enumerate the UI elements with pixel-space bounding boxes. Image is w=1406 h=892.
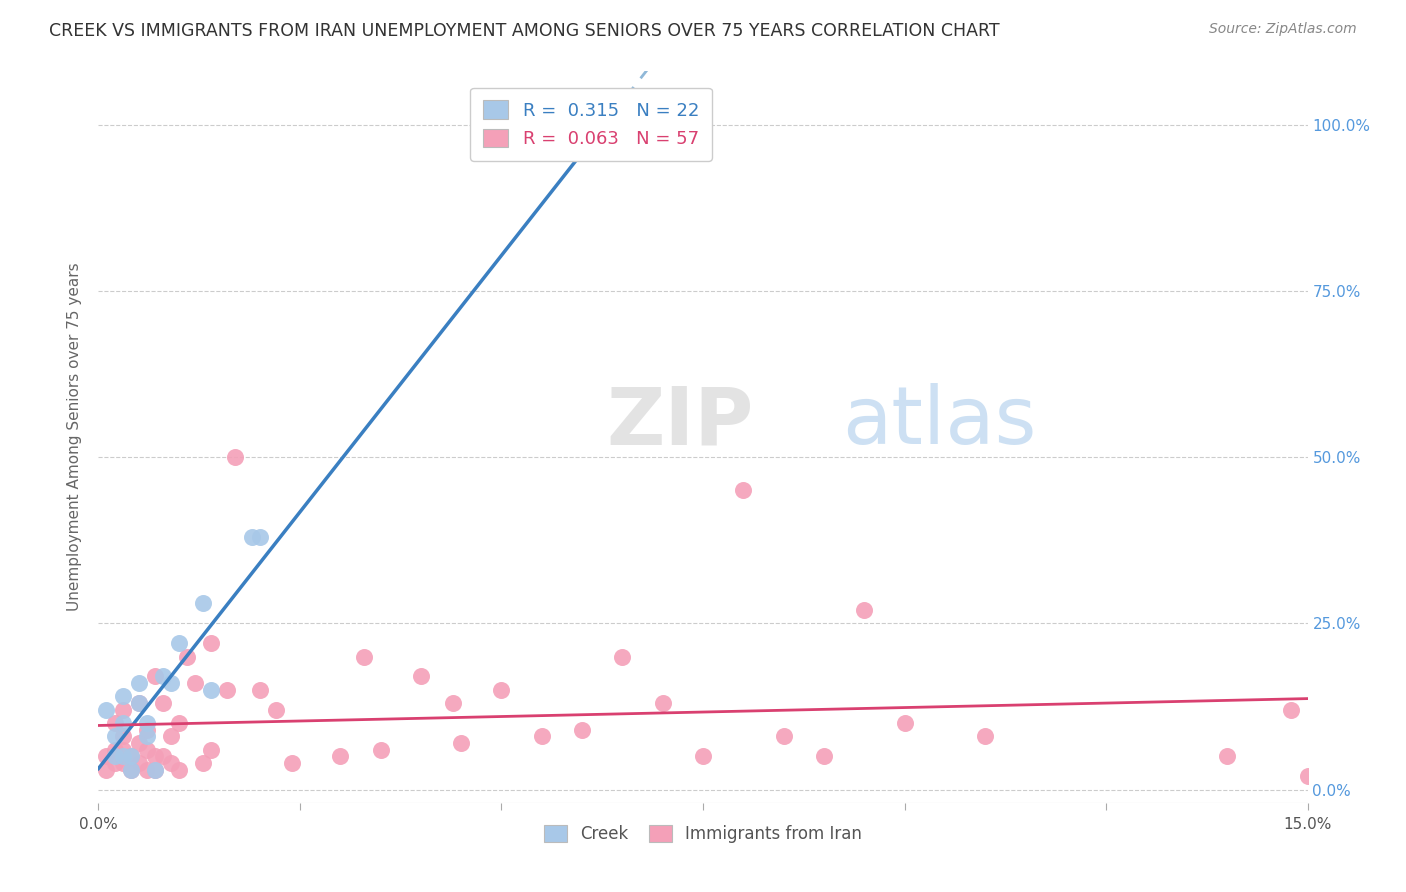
Point	[128, 696, 150, 710]
Point	[160, 756, 183, 770]
Point	[167, 716, 190, 731]
Point	[409, 669, 432, 683]
Point	[128, 736, 150, 750]
Point	[135, 742, 157, 756]
Point	[1216, 749, 1239, 764]
Point	[120, 749, 142, 764]
Point	[143, 763, 166, 777]
Point	[530, 729, 553, 743]
Text: CREEK VS IMMIGRANTS FROM IRAN UNEMPLOYMENT AMONG SENIORS OVER 75 YEARS CORRELATI: CREEK VS IMMIGRANTS FROM IRAN UNEMPLOYME…	[49, 22, 1000, 40]
Point	[249, 530, 271, 544]
Point	[200, 636, 222, 650]
Point	[96, 749, 118, 764]
Point	[152, 749, 174, 764]
Point	[111, 690, 134, 704]
Point	[893, 716, 915, 731]
Point	[103, 749, 125, 764]
Point	[128, 696, 150, 710]
Point	[152, 669, 174, 683]
Point	[160, 729, 183, 743]
Point	[120, 763, 142, 777]
Point	[813, 749, 835, 764]
Point	[217, 682, 239, 697]
Point	[111, 716, 134, 731]
Point	[184, 676, 207, 690]
Point	[612, 649, 634, 664]
Point	[264, 703, 287, 717]
Point	[176, 649, 198, 664]
Point	[353, 649, 375, 664]
Point	[111, 729, 134, 743]
Point	[128, 676, 150, 690]
Point	[651, 696, 673, 710]
Point	[103, 716, 125, 731]
Point	[1296, 769, 1319, 783]
Point	[111, 703, 134, 717]
Point	[135, 716, 157, 731]
Point	[733, 483, 755, 498]
Point	[111, 749, 134, 764]
Point	[772, 729, 794, 743]
Point	[111, 756, 134, 770]
Point	[974, 729, 997, 743]
Point	[167, 763, 190, 777]
Point	[370, 742, 392, 756]
Point	[152, 696, 174, 710]
Y-axis label: Unemployment Among Seniors over 75 years: Unemployment Among Seniors over 75 years	[67, 263, 83, 611]
Point	[143, 749, 166, 764]
Point	[193, 756, 215, 770]
Point	[491, 682, 513, 697]
Point	[135, 723, 157, 737]
Point	[96, 703, 118, 717]
Text: atlas: atlas	[842, 384, 1036, 461]
Point	[96, 763, 118, 777]
Point	[103, 729, 125, 743]
Point	[200, 682, 222, 697]
Point	[193, 596, 215, 610]
Text: ZIP: ZIP	[606, 384, 754, 461]
Point	[1281, 703, 1303, 717]
Point	[853, 603, 876, 617]
Point	[143, 763, 166, 777]
Point	[111, 742, 134, 756]
Point	[120, 763, 142, 777]
Text: Source: ZipAtlas.com: Source: ZipAtlas.com	[1209, 22, 1357, 37]
Point	[160, 676, 183, 690]
Point	[143, 669, 166, 683]
Point	[167, 636, 190, 650]
Point	[200, 742, 222, 756]
Point	[595, 118, 617, 132]
Point	[450, 736, 472, 750]
Point	[595, 118, 617, 132]
Point	[441, 696, 464, 710]
Legend: Creek, Immigrants from Iran: Creek, Immigrants from Iran	[534, 814, 872, 853]
Point	[128, 756, 150, 770]
Point	[692, 749, 714, 764]
Point	[135, 729, 157, 743]
Point	[249, 682, 271, 697]
Point	[120, 749, 142, 764]
Point	[103, 756, 125, 770]
Point	[103, 742, 125, 756]
Point	[135, 763, 157, 777]
Point	[240, 530, 263, 544]
Point	[329, 749, 352, 764]
Point	[224, 450, 246, 464]
Point	[571, 723, 593, 737]
Point	[281, 756, 304, 770]
